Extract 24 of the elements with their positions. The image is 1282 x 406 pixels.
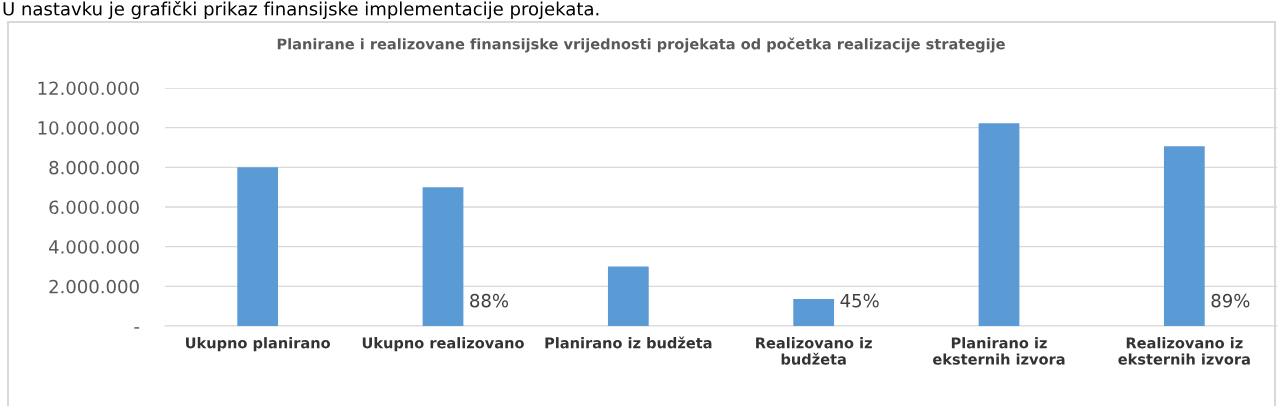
bar xyxy=(422,187,464,326)
y-tick-label: 8.000.000 xyxy=(49,160,139,175)
x-tick-label: Planirano iz budžeta xyxy=(545,336,712,349)
x-tick-label: Planirano iz eksternih izvora xyxy=(933,337,1065,365)
bar xyxy=(978,123,1020,326)
chart-title: Planirane i realizovane finansijske vrijednosti projekata od početka realizacije strategije xyxy=(277,37,1005,53)
y-tick-label: 4.000.000 xyxy=(48,240,139,254)
bar xyxy=(793,299,835,326)
text: U nastavku je grafički prikaz finansijske implementacije projekata. xyxy=(3,0,599,20)
y-tick-label: 2.000.000 xyxy=(49,279,139,294)
x-tick-label: Realizovano iz eksternih izvora xyxy=(1118,337,1250,365)
bar xyxy=(1163,146,1205,326)
annotation: 88% xyxy=(470,293,509,308)
x-tick-label: Ukupno planirano xyxy=(186,337,331,352)
annotation: 45% xyxy=(840,293,879,308)
y-tick-label: 12.000.000 xyxy=(38,81,139,96)
bar xyxy=(607,266,649,326)
y-tick-label: 10.000.000 xyxy=(38,121,139,135)
y-tick-label: - xyxy=(134,327,140,329)
bar xyxy=(237,167,279,326)
annotation: 89% xyxy=(1211,293,1250,308)
x-tick-label: Realizovano iz budžeta xyxy=(756,337,872,365)
y-tick-label: 6.000.000 xyxy=(49,200,139,215)
x-tick-label: Ukupno realizovano xyxy=(362,337,524,352)
